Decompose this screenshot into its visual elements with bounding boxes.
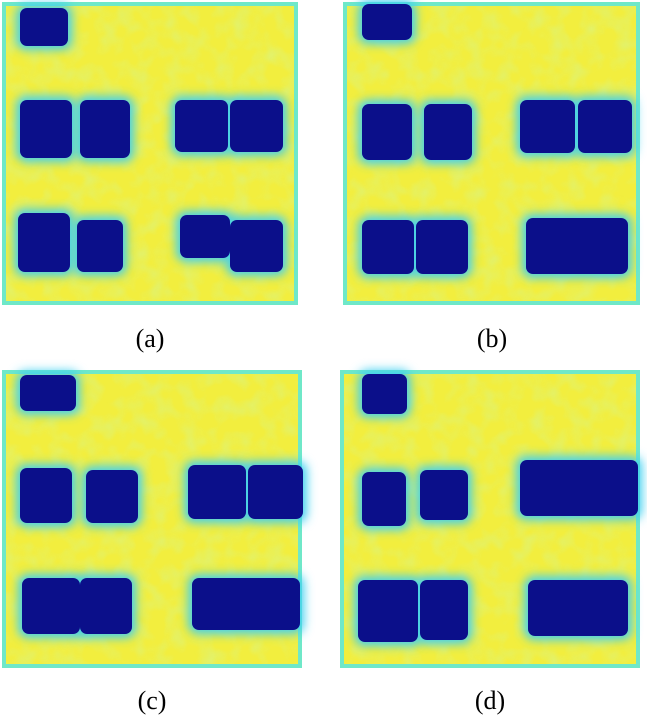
block — [362, 4, 412, 40]
block — [188, 465, 246, 519]
caption: (c) — [138, 686, 167, 715]
block — [362, 104, 412, 160]
block — [20, 8, 68, 46]
block — [230, 220, 283, 272]
block — [175, 100, 228, 152]
block — [362, 220, 414, 274]
block — [86, 470, 138, 523]
block — [578, 100, 632, 153]
block — [180, 215, 230, 258]
block — [358, 580, 418, 642]
block — [420, 580, 468, 640]
block — [20, 468, 72, 523]
caption: (d) — [475, 686, 505, 715]
block — [77, 220, 123, 272]
block — [20, 100, 72, 158]
block — [520, 100, 575, 153]
block — [528, 580, 628, 636]
block — [80, 578, 132, 634]
block — [362, 374, 407, 414]
caption: (a) — [136, 324, 165, 353]
block — [362, 472, 406, 526]
block — [22, 578, 80, 634]
block — [248, 465, 303, 519]
block — [192, 578, 300, 630]
block — [424, 104, 472, 160]
block — [416, 220, 468, 274]
block — [526, 218, 628, 274]
caption: (b) — [477, 324, 507, 353]
block — [230, 100, 283, 152]
block — [420, 470, 468, 520]
block — [520, 460, 638, 516]
heatmap-panel — [2, 2, 298, 305]
heatmap-panel — [2, 370, 307, 668]
block — [20, 375, 76, 411]
heatmap-panel — [340, 370, 642, 668]
block — [18, 213, 70, 272]
heatmap-panel — [343, 0, 640, 305]
block — [80, 100, 130, 158]
